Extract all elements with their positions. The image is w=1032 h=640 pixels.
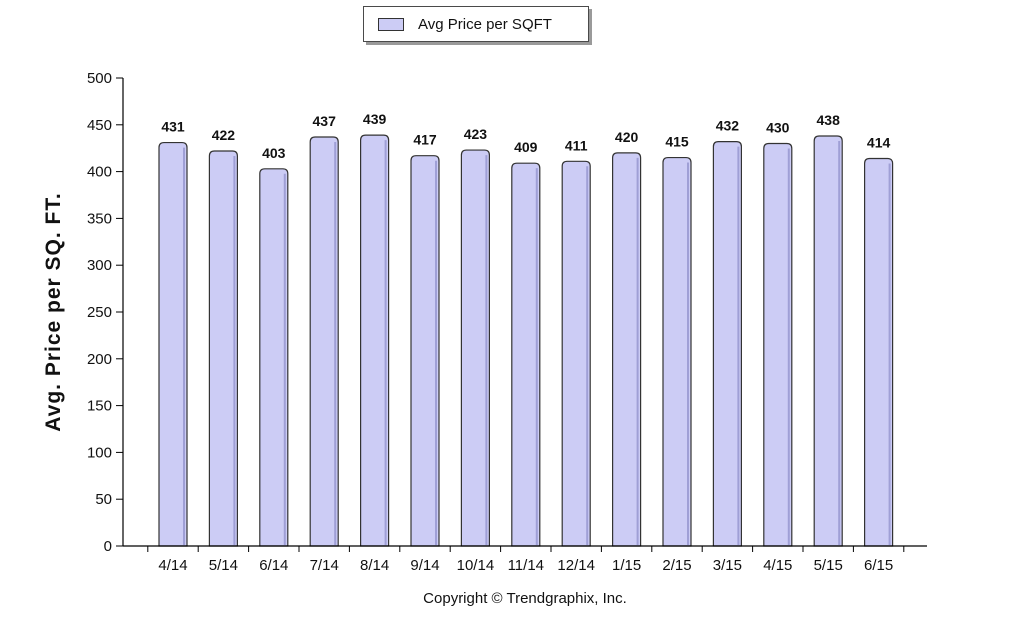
bar [460,149,490,547]
bar-value-label: 409 [514,139,538,155]
legend-label: Avg Price per SQFT [418,16,552,33]
bars: 431 422 403 437 439 417 423 409 411 420 415 432 430 4… [158,111,894,547]
bar [511,162,541,547]
legend-swatch [378,18,404,31]
x-tick-label: 4/14 [158,557,187,574]
bar-value-label: 420 [615,129,639,145]
x-tick-label: 2/15 [662,557,691,574]
y-axis-label: Avg. Price per SQ. FT. [42,192,65,431]
y-tick-label: 150 [87,398,112,415]
bar-value-label: 439 [363,111,387,127]
bar-value-label: 411 [565,137,588,153]
x-tick-label: 6/14 [259,557,288,574]
bar-value-label: 414 [867,134,891,150]
x-tick-label: 5/14 [209,557,238,574]
y-tick-label: 450 [87,117,112,134]
x-tick-label: 11/14 [508,557,544,574]
x-tick-label: 12/14 [557,557,595,574]
x-tick-label: 8/14 [360,557,389,574]
x-tick-label: 3/15 [713,557,742,574]
axes [122,78,927,547]
x-tick-label: 5/15 [814,557,843,574]
x-tick-label: 10/14 [457,557,495,574]
legend: Avg Price per SQFT [363,6,589,42]
bar [208,150,238,547]
bar-value-label: 430 [766,120,790,136]
bar-value-label: 437 [313,113,337,129]
bar [561,160,591,547]
bar [259,168,289,547]
bar-value-label: 432 [716,118,740,134]
x-tick-label: 7/14 [310,557,339,574]
bar [612,152,642,547]
x-tick-label: 4/15 [763,557,792,574]
y-tick-label: 0 [104,538,112,555]
bar-value-label: 431 [161,119,185,135]
bar-value-label: 417 [413,132,437,148]
copyright-note: Copyright © Trendgraphix, Inc. [423,590,627,607]
y-tick-label: 250 [87,304,112,321]
bar [864,157,894,547]
y-tick-label: 400 [87,164,112,181]
bar-value-label: 415 [665,134,689,150]
y-tick-label: 300 [87,257,112,274]
bar [662,156,692,547]
x-tick-label: 6/15 [864,557,893,574]
bar [360,134,390,547]
x-tick-label: 9/14 [410,557,439,574]
x-axis-ticks: 4/14 5/14 6/14 7/14 8/14 9/14 10/14 11/14 12/14 1… [147,546,905,574]
bar [712,141,742,547]
bar [763,142,793,547]
y-tick-label: 500 [87,70,112,87]
bar [410,155,440,547]
bar-value-label: 403 [262,145,286,161]
bar [813,135,843,547]
bar-value-label: 422 [212,127,236,143]
y-tick-label: 350 [87,210,112,227]
bar [309,136,339,547]
y-tick-label: 200 [87,351,112,368]
bar-value-label: 438 [817,112,841,128]
y-tick-label: 50 [95,491,112,508]
bar-value-label: 423 [464,126,488,142]
y-tick-label: 100 [87,444,112,461]
x-tick-label: 1/15 [612,557,641,574]
bar [158,141,188,547]
y-axis-ticks: 0 50 100 150 200 250 300 350 400 450 500 [87,70,123,555]
